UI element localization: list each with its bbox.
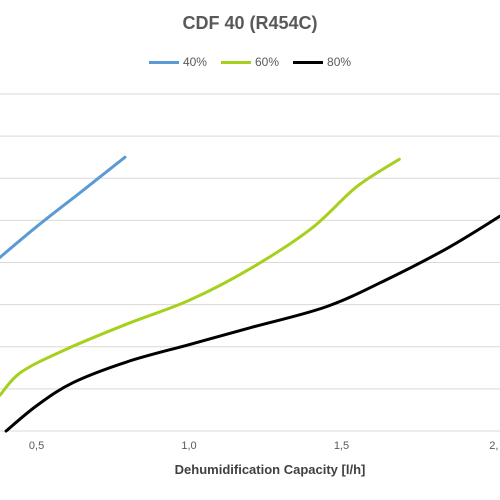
series-line-1 bbox=[0, 157, 401, 397]
legend: 40% 60% 80% bbox=[0, 55, 500, 69]
x-tick-label: 1,0 bbox=[181, 440, 196, 452]
legend-label: 80% bbox=[327, 55, 352, 69]
x-axis-ticks: 0,5 1,0 1,5 2, bbox=[29, 440, 499, 452]
x-tick-label: 0,5 bbox=[29, 440, 44, 452]
x-tick-label: 2, bbox=[489, 440, 498, 452]
legend-item: 40% bbox=[148, 55, 207, 69]
x-axis-title: Dehumidification Capacity [l/h] bbox=[174, 462, 366, 477]
chart-title: CDF 40 (R454C) bbox=[182, 13, 318, 33]
x-tick-label: 1,5 bbox=[334, 440, 349, 452]
series-lines bbox=[0, 155, 500, 433]
legend-label: 40% bbox=[182, 55, 207, 69]
legend-swatch bbox=[293, 60, 324, 64]
legend-swatch bbox=[220, 60, 251, 64]
series-line-0 bbox=[0, 155, 127, 260]
legend-label: 60% bbox=[254, 55, 280, 69]
legend-item: 80% bbox=[293, 55, 351, 69]
legend-swatch bbox=[148, 60, 179, 64]
legend-item: 60% bbox=[220, 55, 280, 69]
gridlines bbox=[0, 93, 500, 432]
series-line-2 bbox=[4, 214, 500, 433]
